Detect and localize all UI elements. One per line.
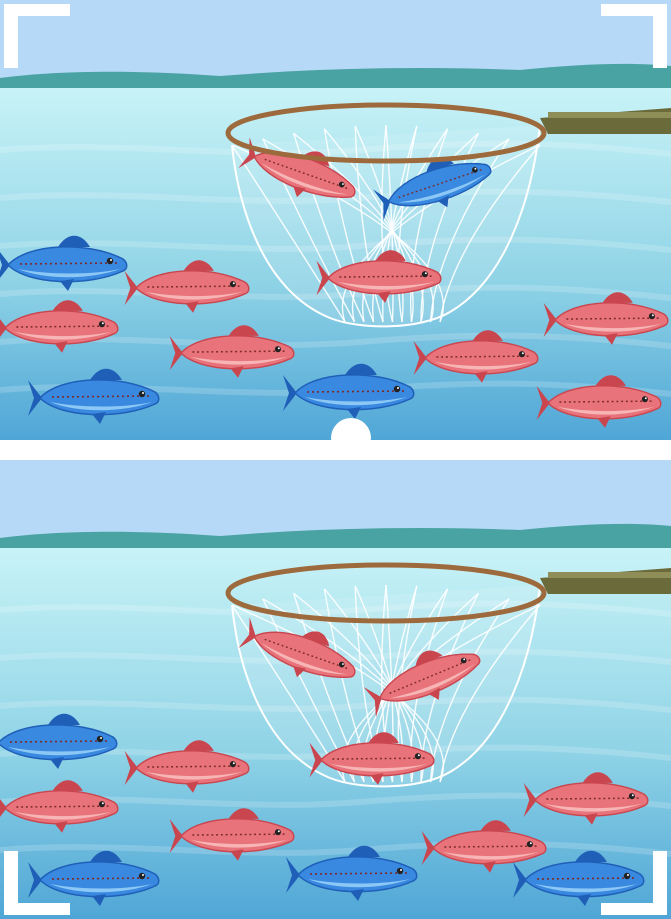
red-fish <box>413 330 539 383</box>
top-scene-panel[interactable] <box>0 0 671 440</box>
water-current <box>0 600 671 617</box>
water-current <box>0 332 671 349</box>
red-fish <box>421 820 547 873</box>
corner-bracket-top-left <box>4 4 18 68</box>
red-fish <box>169 325 295 378</box>
corner-bracket-bottom-left <box>4 903 70 915</box>
red-fish <box>316 250 442 303</box>
net-handle-highlight <box>548 112 671 118</box>
corner-bracket-top-left <box>4 4 70 16</box>
red-fish <box>0 780 119 833</box>
corner-bracket-bottom-right <box>601 903 667 915</box>
red-fish <box>363 650 481 718</box>
net-rim <box>225 562 547 624</box>
water-current <box>0 236 671 253</box>
net-handle-highlight <box>548 572 671 578</box>
blue-fish <box>28 850 160 906</box>
corner-bracket-bottom-right <box>653 851 667 915</box>
water-current <box>0 284 671 301</box>
water-current <box>0 140 671 157</box>
water-current <box>0 696 671 713</box>
red-fish <box>124 260 250 313</box>
red-fish <box>124 740 250 793</box>
red-fish <box>536 375 662 428</box>
far-shore-hills <box>0 523 671 552</box>
red-fish <box>169 808 295 861</box>
red-fish <box>0 300 119 353</box>
red-fish <box>543 292 669 345</box>
corner-bracket-bottom-left <box>4 851 18 915</box>
blue-fish <box>0 235 128 291</box>
panel-divider <box>0 440 671 460</box>
corner-bracket-top-right <box>653 4 667 68</box>
blue-fish <box>28 368 160 424</box>
bottom-scene-panel[interactable] <box>0 460 671 919</box>
corner-bracket-top-right <box>601 4 667 16</box>
blue-fish <box>286 845 418 901</box>
red-fish <box>238 617 356 678</box>
blue-fish <box>513 850 645 906</box>
red-fish <box>309 732 435 785</box>
red-fish <box>523 772 649 825</box>
far-shore-hills <box>0 63 671 92</box>
blue-fish <box>283 363 415 419</box>
net-rim <box>225 102 547 164</box>
blue-fish <box>0 713 118 769</box>
